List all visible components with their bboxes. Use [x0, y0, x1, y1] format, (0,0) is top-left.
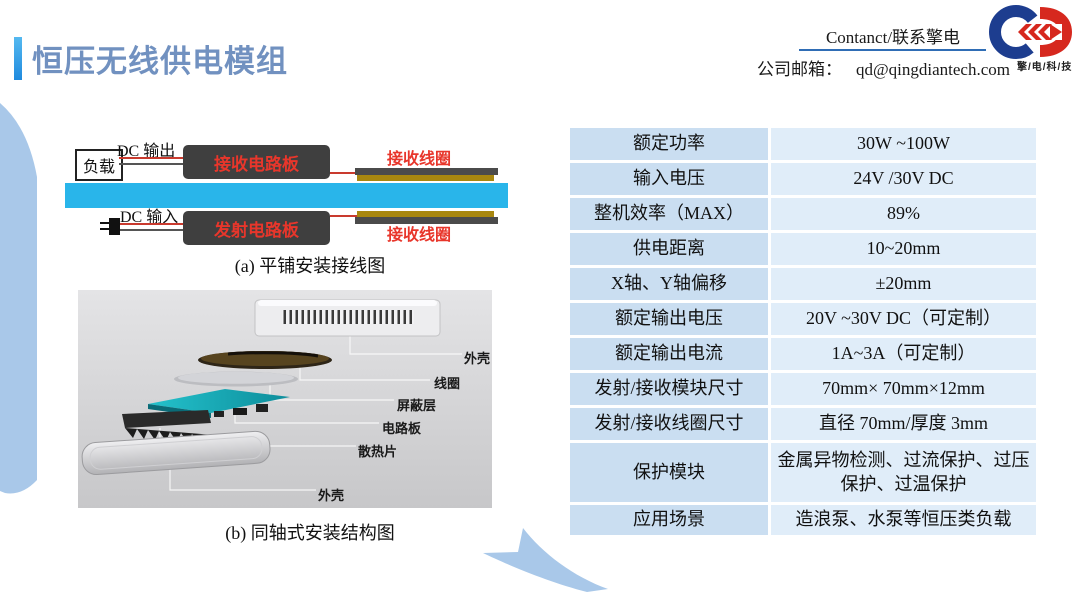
left-swoosh-decoration	[0, 103, 37, 494]
contact-heading: Contanct/联系擎电	[825, 28, 961, 47]
spec-row-label: 额定输出电流	[570, 338, 768, 370]
coil-connector-top	[330, 172, 357, 174]
diagram-a-caption: (a) 平铺安装接线图	[234, 256, 386, 276]
coil-bottom-shield-bar	[355, 217, 498, 224]
spec-row-label: 输入电压	[570, 163, 768, 195]
wire-red-bottom	[120, 223, 183, 225]
transmitter-board: 发射电路板	[183, 211, 330, 245]
coil-label-top: 接收线圈	[387, 151, 452, 168]
part-label-shell-top: 外壳	[464, 351, 491, 366]
plug-prong	[100, 228, 109, 230]
logo-brand-text: 擎/电/科/技	[1017, 62, 1073, 73]
separation-wall-band	[65, 183, 508, 208]
wire-black-bottom	[120, 229, 183, 231]
dc-input-label: DC 输入	[120, 209, 179, 226]
bottom-arrow-decoration	[483, 528, 608, 592]
diagram-b-caption: (b) 同轴式安装结构图	[225, 523, 395, 543]
email-address: qd@qingdiantech.com	[856, 60, 1010, 79]
page-title: 恒压无线供电模组	[32, 44, 288, 79]
spec-row-value: 直径 70mm/厚度 3mm	[771, 408, 1036, 440]
email-label: 公司邮箱：	[757, 60, 842, 79]
spec-row-label: 保护模块	[570, 443, 768, 502]
wire-red-top	[119, 157, 183, 159]
spec-row-value: 1A~3A（可定制）	[771, 338, 1036, 370]
diagram-flat-mount-wiring: 负载 DC 输出 接收电路板 接收线圈 DC 输入 发射电路板 接收线圈	[65, 135, 515, 275]
part-label-shield-layer: 屏蔽层	[397, 398, 437, 413]
spec-row-value: 造浪泵、水泵等恒压类负载	[771, 505, 1036, 535]
part-label-heatsink: 散热片	[358, 444, 398, 459]
spec-row-label: 额定功率	[570, 128, 768, 160]
coil-top-winding-bar	[357, 175, 494, 181]
spec-row-label: 发射/接收模块尺寸	[570, 373, 768, 405]
spec-row-label: X轴、Y轴偏移	[570, 268, 768, 300]
spec-row-value: 金属异物检测、过流保护、过压保护、过温保护	[771, 443, 1036, 502]
coil-label-bottom: 接收线圈	[387, 227, 452, 244]
spec-row-label: 额定输出电压	[570, 303, 768, 335]
dc-plug-icon	[109, 218, 120, 235]
load-box: 负载	[75, 149, 123, 181]
spec-row-value: ±20mm	[771, 268, 1036, 300]
spec-row-label: 整机效率（MAX）	[570, 198, 768, 230]
coil-top-shield-bar	[355, 168, 498, 175]
spec-row-value: 10~20mm	[771, 233, 1036, 265]
company-logo-icon	[989, 5, 1072, 59]
coil-bottom-winding-bar	[357, 211, 494, 217]
receiver-board: 接收电路板	[183, 145, 330, 179]
exploded-view-image	[78, 290, 492, 508]
coil-connector-bottom	[330, 215, 357, 217]
spec-row-label: 应用场景	[570, 505, 768, 535]
company-email-row: 公司邮箱： qd@qingdiantech.com	[757, 55, 1010, 80]
spec-row-label: 供电距离	[570, 233, 768, 265]
title-accent-bar	[14, 37, 22, 80]
spec-row-label: 发射/接收线圈尺寸	[570, 408, 768, 440]
contact-underline	[799, 49, 986, 51]
shell-top	[254, 299, 441, 337]
plug-prong	[100, 222, 109, 224]
part-label-coil: 线圈	[434, 376, 461, 391]
spec-row-value: 24V /30V DC	[771, 163, 1036, 195]
spec-table: 额定功率 30W ~100W 输入电压 24V /30V DC 整机效率（MAX…	[570, 128, 1036, 535]
part-label-shell-bottom: 外壳	[318, 488, 345, 503]
spec-row-value: 20V ~30V DC（可定制）	[771, 303, 1036, 335]
part-label-circuit-board: 电路板	[382, 421, 422, 436]
spec-row-value: 89%	[771, 198, 1036, 230]
dc-output-label: DC 输出	[117, 143, 176, 160]
spec-row-value: 70mm× 70mm×12mm	[771, 373, 1036, 405]
wire-black-top	[119, 163, 183, 165]
spec-row-value: 30W ~100W	[771, 128, 1036, 160]
